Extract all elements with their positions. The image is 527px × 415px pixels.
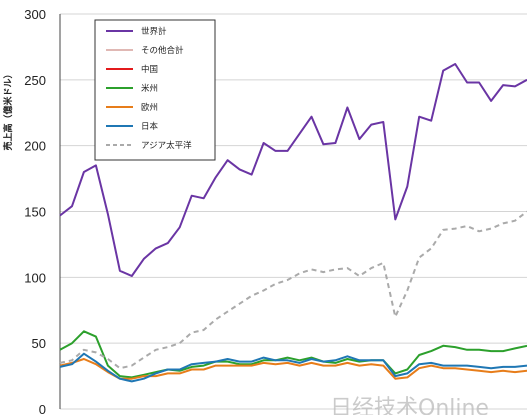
series-lines <box>59 63 527 383</box>
legend-label: 米州 <box>141 83 158 94</box>
series-line <box>59 210 527 370</box>
y-axis: 0 50 100 150 200 250 300 <box>24 7 61 415</box>
legend-label: アジア太平洋 <box>141 140 192 151</box>
watermark-text: 日经技术Online <box>330 396 489 415</box>
y-tick-label: 150 <box>24 205 46 220</box>
y-tick-label: 300 <box>24 7 46 22</box>
legend-label: 日本 <box>141 121 159 132</box>
legend-label: 世界計 <box>141 26 167 37</box>
legend-label: その他合計 <box>141 45 184 56</box>
y-tick-label: 50 <box>32 336 46 351</box>
series-line <box>59 352 527 383</box>
series-line <box>59 358 527 380</box>
y-tick-label: 0 <box>39 402 46 415</box>
y-axis-title: 売上高（億米ドル） <box>2 69 14 150</box>
y-tick-label: 250 <box>24 73 46 88</box>
series-line <box>59 63 527 277</box>
legend-label: 中国 <box>141 64 158 75</box>
y-tick-label: 100 <box>24 270 46 285</box>
y-tick-label: 200 <box>24 139 46 154</box>
series-line <box>59 330 527 379</box>
legend-label: 欧州 <box>141 102 158 113</box>
legend-box <box>94 19 216 161</box>
